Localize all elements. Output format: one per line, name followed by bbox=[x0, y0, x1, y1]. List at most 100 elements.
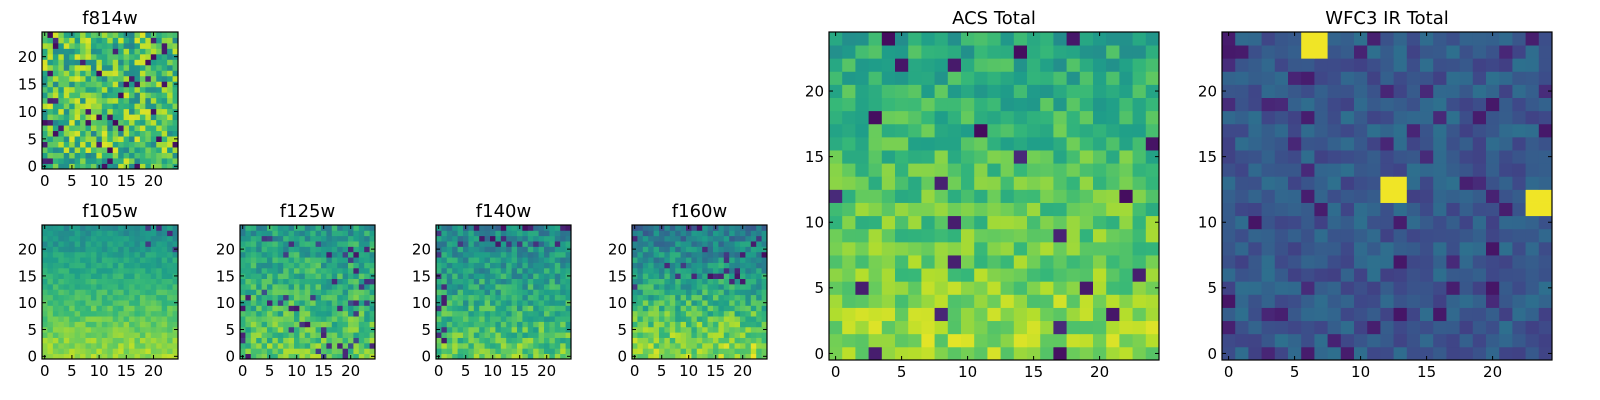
heatmap-cell bbox=[881, 202, 896, 217]
heatmap-cell bbox=[669, 230, 676, 237]
heatmap-cell bbox=[161, 37, 168, 44]
heatmap-cell bbox=[337, 348, 343, 355]
heatmap-cell bbox=[1093, 202, 1107, 217]
heatmap-cell bbox=[107, 326, 114, 333]
heatmap-cell bbox=[1433, 97, 1447, 112]
heatmap-cell bbox=[172, 103, 179, 110]
heatmap-cell bbox=[1288, 189, 1302, 203]
heatmap-cell bbox=[315, 342, 322, 349]
heatmap-cell bbox=[718, 353, 725, 360]
heatmap-cell bbox=[167, 246, 173, 253]
heatmap-cell bbox=[648, 273, 654, 279]
heatmap-cell bbox=[1288, 333, 1302, 348]
heatmap-cell bbox=[304, 251, 311, 258]
heatmap-cell bbox=[479, 342, 485, 349]
axes-frame bbox=[41, 224, 179, 360]
heatmap-cell bbox=[161, 326, 168, 333]
heatmap-cell bbox=[974, 202, 988, 217]
heatmap-cell bbox=[167, 119, 173, 126]
heatmap-cell bbox=[358, 251, 365, 258]
heatmap-cell bbox=[642, 230, 649, 237]
heatmap-cell bbox=[1235, 333, 1249, 348]
heatmap-cell bbox=[42, 342, 48, 349]
heatmap-cell bbox=[527, 225, 534, 231]
heatmap-cell bbox=[167, 257, 173, 263]
heatmap-cell bbox=[326, 300, 333, 306]
heatmap-cell bbox=[1393, 97, 1408, 112]
heatmap-cell bbox=[63, 86, 70, 93]
heatmap-cell bbox=[653, 348, 660, 355]
x-tick-label: 15 bbox=[314, 362, 333, 380]
heatmap-cell bbox=[648, 278, 654, 285]
heatmap-cell bbox=[134, 332, 141, 338]
heatmap-cell bbox=[156, 316, 163, 322]
heatmap-cell bbox=[118, 235, 124, 242]
heatmap-cell bbox=[283, 342, 289, 349]
heatmap-cell bbox=[167, 316, 173, 322]
heatmap-cell bbox=[80, 257, 86, 263]
heatmap-cell bbox=[1132, 215, 1147, 230]
heatmap-cell bbox=[69, 251, 76, 258]
heatmap-cell bbox=[718, 337, 725, 344]
heatmap-cell bbox=[42, 257, 48, 263]
heatmap-cell bbox=[1486, 110, 1500, 125]
heatmap-cell bbox=[1235, 136, 1249, 151]
heatmap-cell bbox=[369, 310, 376, 317]
heatmap-cell bbox=[118, 42, 124, 49]
heatmap-cell bbox=[90, 321, 97, 328]
heatmap-cell bbox=[527, 230, 534, 237]
heatmap-cell bbox=[632, 342, 638, 349]
heatmap-cell bbox=[107, 230, 114, 237]
heatmap-cell bbox=[1261, 32, 1276, 46]
heatmap-cell bbox=[172, 278, 179, 285]
heatmap-cell bbox=[42, 278, 48, 285]
heatmap-cell bbox=[669, 289, 676, 296]
heatmap-cell bbox=[304, 273, 311, 279]
heatmap-cell bbox=[1406, 228, 1421, 243]
heatmap-cell bbox=[101, 59, 108, 66]
heatmap-cell bbox=[1538, 58, 1553, 72]
heatmap-cell bbox=[974, 346, 988, 361]
heatmap-cell bbox=[1367, 189, 1381, 203]
heatmap-cell bbox=[156, 278, 163, 285]
heatmap-cell bbox=[533, 353, 539, 360]
heatmap-cell bbox=[895, 189, 909, 203]
heatmap-cell bbox=[1367, 202, 1381, 217]
heatmap-cell bbox=[256, 289, 262, 296]
heatmap-cell bbox=[85, 163, 92, 170]
heatmap-cell bbox=[63, 130, 70, 137]
heatmap-cell bbox=[1486, 281, 1500, 295]
heatmap-cell bbox=[1367, 45, 1381, 59]
heatmap-cell bbox=[1106, 189, 1120, 203]
heatmap-cell bbox=[1119, 268, 1133, 282]
heatmap-cell bbox=[129, 152, 135, 159]
heatmap-cell bbox=[680, 321, 687, 328]
y-tick-label: 0 bbox=[1207, 345, 1217, 363]
heatmap-cell bbox=[648, 300, 654, 306]
heatmap-cell bbox=[150, 337, 157, 344]
heatmap-cell bbox=[1079, 71, 1094, 85]
heatmap-cell bbox=[718, 262, 725, 269]
heatmap-cell bbox=[58, 241, 65, 247]
heatmap-cell bbox=[664, 348, 671, 355]
heatmap-cell bbox=[702, 332, 708, 338]
heatmap-cell bbox=[1093, 333, 1107, 348]
heatmap-cell bbox=[1066, 333, 1081, 348]
heatmap-cell bbox=[74, 289, 81, 296]
heatmap-cell bbox=[680, 235, 687, 242]
heatmap-cell bbox=[1538, 241, 1553, 256]
heatmap-cell bbox=[987, 176, 1001, 190]
heatmap-cell bbox=[1420, 32, 1434, 46]
heatmap-cell bbox=[549, 326, 556, 333]
heatmap-cell bbox=[1486, 58, 1500, 72]
heatmap-cell bbox=[740, 305, 746, 312]
heatmap-cell bbox=[895, 320, 909, 335]
heatmap-cell bbox=[74, 326, 81, 333]
heatmap-cell bbox=[101, 81, 108, 88]
heatmap-cell bbox=[1433, 215, 1447, 230]
heatmap-cell bbox=[723, 257, 730, 263]
heatmap-cell bbox=[511, 251, 518, 258]
heatmap-cell bbox=[277, 262, 284, 269]
heatmap-cell bbox=[250, 267, 257, 274]
heatmap-cell bbox=[337, 310, 343, 317]
